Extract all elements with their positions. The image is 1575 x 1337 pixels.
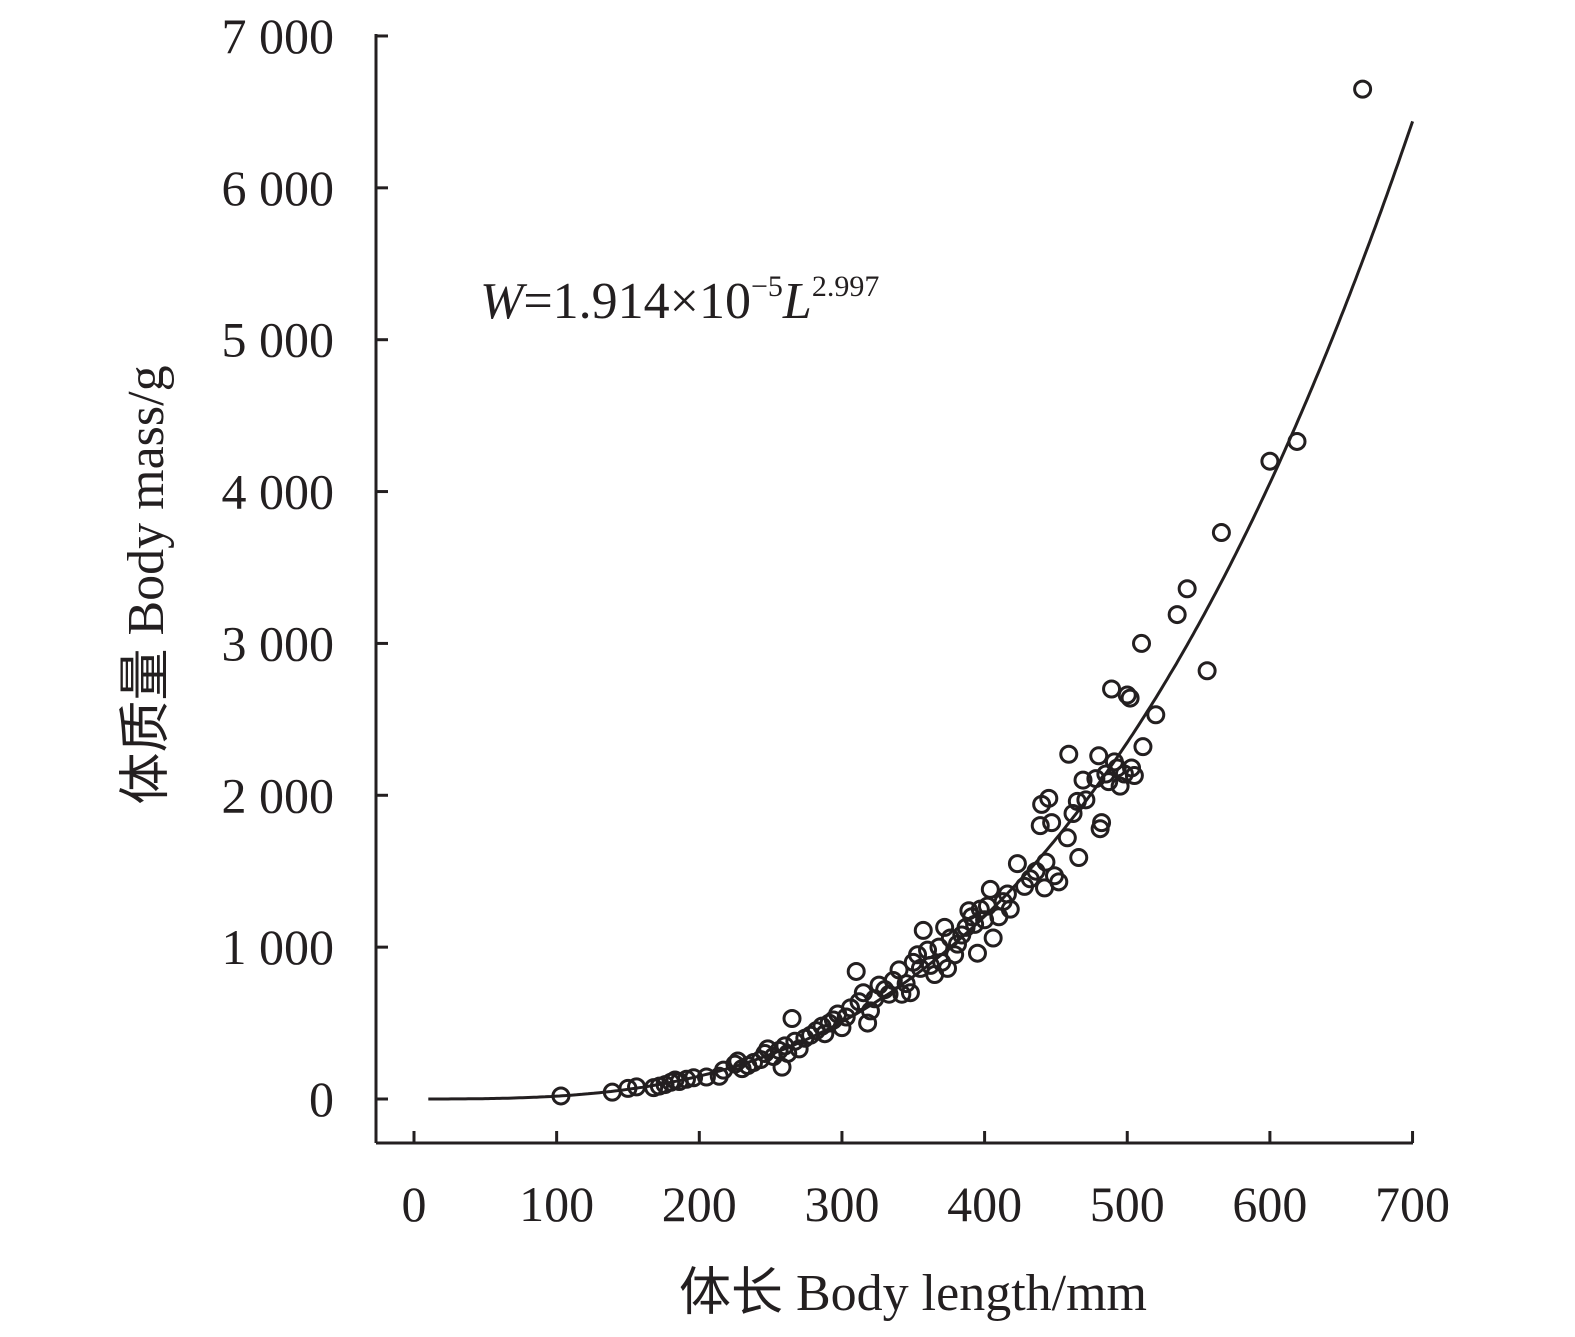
equation-var-w: W xyxy=(480,273,528,330)
equation-var-l: L xyxy=(782,273,812,330)
data-point xyxy=(1049,872,1069,892)
data-point xyxy=(945,945,965,965)
data-point xyxy=(684,1068,704,1088)
x-tick-label: 200 xyxy=(662,1176,737,1232)
data-point xyxy=(1260,451,1280,471)
equation-exponent-10: −5 xyxy=(751,270,783,303)
x-tick-label: 0 xyxy=(402,1176,427,1232)
data-point xyxy=(1063,804,1083,824)
data-point xyxy=(908,945,928,965)
data-point xyxy=(551,1086,571,1106)
equation-exponent: 2.997 xyxy=(812,270,880,303)
data-point xyxy=(846,961,866,981)
data-point xyxy=(1211,523,1231,543)
data-point xyxy=(789,1039,809,1059)
data-point xyxy=(1287,431,1307,451)
y-tick-label: 4 000 xyxy=(222,464,335,520)
data-point xyxy=(896,974,916,994)
y-tick-label: 2 000 xyxy=(222,767,335,823)
data-point xyxy=(1030,816,1050,836)
y-tick-label: 5 000 xyxy=(222,312,335,368)
data-point xyxy=(1177,579,1197,599)
data-point xyxy=(618,1078,638,1098)
data-point xyxy=(967,943,987,963)
data-point xyxy=(1102,679,1122,699)
data-point xyxy=(1124,766,1144,786)
data-point xyxy=(1092,813,1112,833)
data-point xyxy=(836,1007,856,1027)
data-point xyxy=(1132,633,1152,653)
data-point xyxy=(1059,744,1079,764)
data-point xyxy=(1036,852,1056,872)
y-tick-label: 3 000 xyxy=(222,615,335,671)
data-point xyxy=(1042,813,1062,833)
data-point xyxy=(1110,776,1130,796)
data-point xyxy=(858,1013,878,1033)
data-point xyxy=(913,920,933,940)
data-point xyxy=(1089,746,1109,766)
data-point xyxy=(860,1001,880,1021)
data-points xyxy=(551,79,1373,1106)
data-point xyxy=(935,917,955,937)
data-point xyxy=(1073,770,1093,790)
data-point xyxy=(1057,828,1077,848)
data-point xyxy=(676,1069,696,1089)
y-ticks: 0 1 000 2 000 3 000 4 000 5 000 6 000 7 000 xyxy=(222,8,388,1127)
data-point xyxy=(1039,788,1059,808)
x-axis-title: 体长 Body length/mm xyxy=(679,1265,1147,1322)
data-point xyxy=(1086,769,1106,789)
y-axis-title: 体质量 Body mass/g xyxy=(118,365,175,804)
data-point xyxy=(815,1024,835,1044)
axes xyxy=(374,34,1413,1145)
data-point xyxy=(1007,854,1027,874)
data-point xyxy=(1069,848,1089,868)
data-point xyxy=(832,1018,852,1038)
fit-curve xyxy=(428,120,1415,1101)
data-point xyxy=(947,934,967,954)
data-point xyxy=(1167,605,1187,625)
fit-equation: W=1.914×10−5L2.997 xyxy=(480,270,879,330)
data-point xyxy=(883,971,903,991)
data-point xyxy=(1067,791,1087,811)
data-point xyxy=(1133,737,1153,757)
x-tick-label: 700 xyxy=(1375,1176,1450,1232)
x-tick-label: 400 xyxy=(947,1176,1022,1232)
data-point xyxy=(1146,705,1166,725)
equation-coefficient: =1.914×10 xyxy=(523,273,751,330)
data-point xyxy=(900,983,920,1003)
data-point xyxy=(782,1009,802,1029)
data-point xyxy=(920,955,940,975)
y-tick-label: 6 000 xyxy=(222,160,335,216)
data-point xyxy=(1000,899,1020,919)
data-point xyxy=(1197,661,1217,681)
y-tick-label: 7 000 xyxy=(222,8,335,64)
y-tick-label: 0 xyxy=(309,1071,334,1127)
data-point xyxy=(1099,772,1119,792)
data-point xyxy=(892,984,912,1004)
data-point xyxy=(1120,688,1140,708)
data-point xyxy=(696,1067,716,1087)
x-ticks: 0 100 200 300 400 500 600 700 xyxy=(402,1131,1450,1232)
y-tick-label: 1 000 xyxy=(222,919,335,975)
data-point xyxy=(980,879,1000,899)
x-tick-label: 500 xyxy=(1090,1176,1165,1232)
data-point xyxy=(1353,79,1373,99)
data-point xyxy=(983,928,1003,948)
data-point xyxy=(1076,790,1096,810)
x-tick-label: 300 xyxy=(804,1176,879,1232)
x-tick-label: 100 xyxy=(519,1176,594,1232)
data-point xyxy=(1117,685,1137,705)
x-tick-label: 600 xyxy=(1232,1176,1307,1232)
